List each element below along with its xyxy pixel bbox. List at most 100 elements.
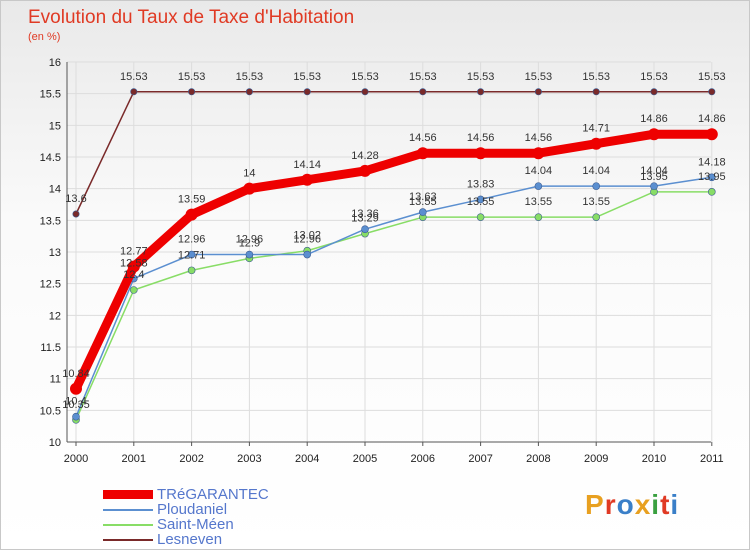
data-label: 15.53 [236, 71, 264, 83]
data-label: 13.02 [293, 230, 321, 242]
x-tick-label: 2003 [237, 453, 261, 465]
legend-swatch [103, 490, 153, 499]
y-tick-label: 14 [49, 184, 61, 196]
x-tick-label: 2007 [468, 453, 492, 465]
data-point [705, 128, 718, 141]
x-tick-label: 2008 [526, 453, 550, 465]
y-tick-label: 13.5 [40, 215, 61, 227]
data-label: 13.63 [409, 191, 437, 203]
data-label: 13.29 [351, 213, 379, 225]
y-tick-label: 10.5 [40, 405, 61, 417]
data-point [187, 250, 196, 259]
data-point [72, 412, 80, 421]
legend-label: Saint-Méen [157, 516, 234, 533]
legend-swatch [103, 524, 153, 526]
y-tick-label: 12 [49, 310, 61, 322]
data-label: 14.14 [293, 159, 321, 171]
x-tick-label: 2004 [295, 453, 319, 465]
data-label: 15.53 [640, 71, 668, 83]
y-tick-label: 13 [49, 247, 61, 259]
data-point [303, 88, 311, 96]
data-point [534, 88, 542, 96]
data-point [648, 128, 660, 141]
series-2 [72, 188, 716, 424]
legend-label: Lesneven [157, 531, 223, 548]
data-label: 13.36 [351, 208, 379, 220]
data-label: 13.55 [525, 196, 553, 208]
legend-label: TRéGARANTEC [157, 486, 269, 503]
logo-letter: r [604, 489, 617, 520]
data-point [72, 210, 80, 218]
y-tick-label: 11.5 [40, 342, 61, 354]
data-point [245, 250, 254, 259]
data-label: 13.95 [640, 171, 668, 183]
data-label: 13.95 [698, 171, 726, 183]
data-point [70, 382, 82, 395]
data-point [476, 195, 485, 204]
logo-letter: i [651, 489, 661, 520]
data-label: 12.96 [178, 234, 206, 246]
legend-label: Ploudaniel [157, 501, 228, 518]
series-line [75, 91, 713, 215]
data-label: 14.04 [582, 165, 610, 177]
logo-letter: i [670, 489, 680, 520]
y-tick-label: 10 [49, 437, 61, 449]
y-tick-label: 11 [50, 374, 61, 386]
data-point [130, 286, 138, 294]
data-point [303, 250, 312, 259]
data-point [474, 147, 487, 160]
data-label: 12.58 [120, 258, 148, 270]
data-point [243, 182, 256, 195]
data-label: 13.83 [467, 178, 495, 190]
data-point [419, 88, 427, 96]
data-label: 14.71 [582, 123, 610, 135]
data-label: 14 [243, 168, 255, 180]
series-3 [72, 88, 716, 218]
data-label: 15.53 [351, 71, 379, 83]
y-tick-label: 14.5 [40, 152, 61, 164]
data-point [592, 182, 601, 190]
data-label: 13.59 [178, 194, 206, 206]
data-label: 14.56 [525, 132, 553, 144]
data-label: 12.9 [239, 237, 260, 249]
x-tick-label: 2006 [411, 453, 435, 465]
data-label: 15.53 [582, 71, 610, 83]
data-label: 13.6 [65, 193, 86, 205]
data-label: 15.53 [409, 71, 437, 83]
data-label: 10.4 [65, 396, 86, 408]
data-label: 12.77 [120, 246, 148, 258]
y-tick-label: 15.5 [40, 89, 61, 101]
logo-letter: o [616, 489, 635, 520]
x-tick-label: 2000 [64, 453, 88, 465]
data-point [361, 88, 369, 96]
data-point [127, 260, 140, 273]
data-point [188, 88, 196, 96]
data-point [185, 208, 198, 221]
data-label: 12.4 [123, 269, 144, 281]
y-tick-label: 12.5 [40, 279, 61, 291]
x-tick-label: 2002 [179, 453, 203, 465]
data-label: 14.86 [698, 113, 726, 125]
data-label: 14.56 [467, 132, 495, 144]
logo-letter: x [634, 489, 652, 520]
data-label: 15.53 [467, 71, 495, 83]
data-point [590, 137, 603, 150]
data-point [707, 188, 716, 196]
data-point [361, 225, 369, 233]
data-label: 14.28 [351, 150, 379, 162]
data-point [301, 173, 314, 186]
data-label: 15.53 [293, 71, 321, 83]
x-tick-label: 2001 [122, 453, 146, 465]
data-label: 15.53 [178, 71, 206, 83]
data-point [476, 213, 485, 221]
chart-title: Evolution du Taux de Taxe d'Habitation [28, 7, 355, 28]
data-point [245, 88, 253, 96]
data-point [418, 208, 427, 216]
data-label: 14.86 [640, 113, 668, 125]
data-label: 14.18 [698, 156, 726, 168]
series-1 [72, 173, 716, 421]
chart-subtitle: (en %) [28, 31, 61, 43]
data-label: 12.71 [178, 249, 206, 261]
data-label: 10.84 [62, 368, 90, 380]
